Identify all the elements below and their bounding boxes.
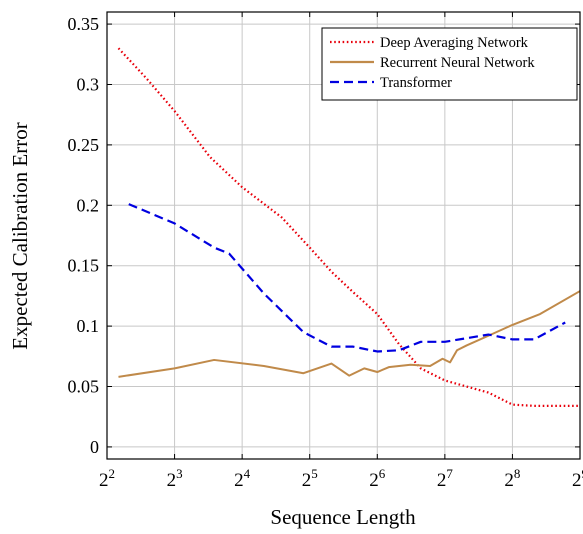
legend-label-deep-averaging-network: Deep Averaging Network xyxy=(380,35,529,51)
y-tick-label: 0.15 xyxy=(68,256,100,276)
y-tick-label: 0.2 xyxy=(77,195,100,215)
x-tick-base: 2 xyxy=(504,470,514,491)
x-tick-exponent: 3 xyxy=(176,466,183,481)
x-tick-exponent: 4 xyxy=(244,466,251,481)
series-line-transformer xyxy=(129,204,565,351)
y-axis-label: Expected Calibration Error xyxy=(8,122,32,349)
series-line-deep-averaging-network xyxy=(118,48,580,406)
x-tick-exponent: 7 xyxy=(446,466,453,481)
x-tick-base: 2 xyxy=(369,470,379,491)
series-line-recurrent-neural-network xyxy=(118,291,580,377)
x-tick-base: 2 xyxy=(572,470,582,491)
y-tick-label: 0.35 xyxy=(68,14,100,34)
y-tick-label: 0.05 xyxy=(68,377,100,397)
x-tick-label: 23 xyxy=(167,466,183,491)
x-tick-exponent: 2 xyxy=(109,466,116,481)
x-tick-base: 2 xyxy=(234,470,244,491)
series-lines xyxy=(118,48,580,406)
x-tick-label: 22 xyxy=(99,466,115,491)
y-tick-label: 0.3 xyxy=(77,74,100,94)
x-tick-base: 2 xyxy=(167,470,177,491)
x-tick-base: 2 xyxy=(99,470,109,491)
x-axis-label: Sequence Length xyxy=(270,505,416,529)
x-tick-exponent: 5 xyxy=(311,466,318,481)
x-tick-label: 28 xyxy=(504,466,520,491)
y-tick-label: 0.1 xyxy=(77,316,100,336)
x-tick-exponent: 6 xyxy=(379,466,386,481)
legend: Deep Averaging Network Recurrent Neural N… xyxy=(322,28,577,100)
x-tick-base: 2 xyxy=(302,470,312,491)
x-tick-label: 24 xyxy=(234,466,251,491)
y-tick-label: 0 xyxy=(90,437,99,457)
y-tick-label: 0.25 xyxy=(68,135,100,155)
x-tick-label: 27 xyxy=(437,466,454,491)
legend-label-recurrent-neural-network: Recurrent Neural Network xyxy=(380,55,535,71)
legend-label-transformer: Transformer xyxy=(380,75,452,91)
x-tick-label: 29 xyxy=(572,466,583,491)
x-tick-exponent: 8 xyxy=(514,466,521,481)
x-tick-base: 2 xyxy=(437,470,447,491)
x-tick-label: 25 xyxy=(302,466,318,491)
x-tick-label: 26 xyxy=(369,466,386,491)
